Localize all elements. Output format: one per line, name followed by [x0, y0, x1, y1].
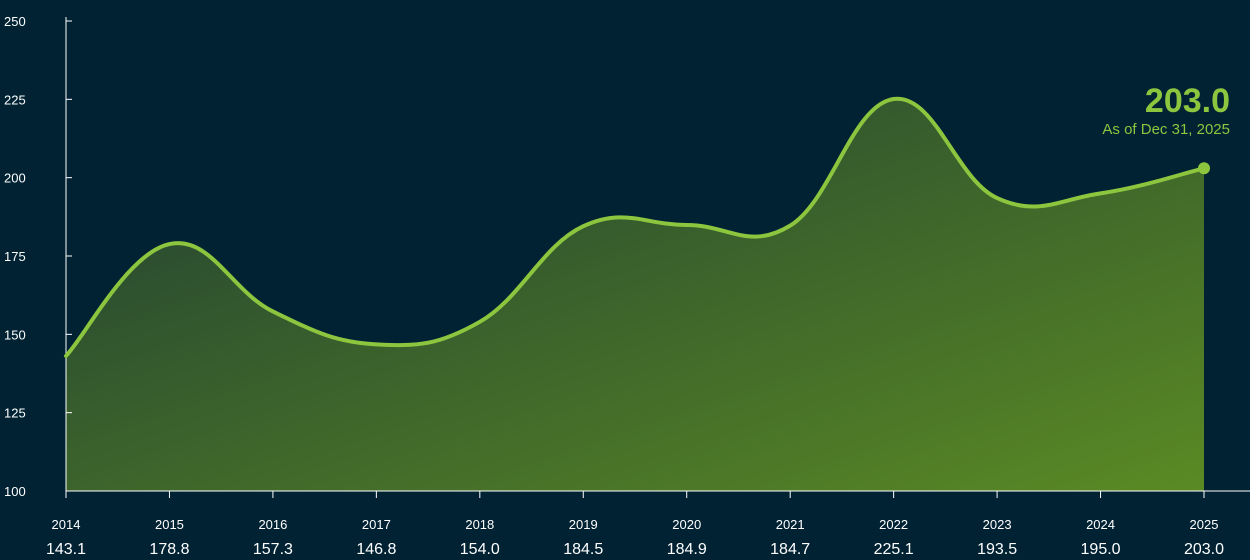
- data-value-label: 193.5: [977, 541, 1017, 558]
- data-value-label: 154.0: [460, 541, 500, 558]
- x-tick-label: 2014: [52, 517, 81, 532]
- data-value-label: 157.3: [253, 541, 293, 558]
- y-tick-label: 125: [4, 406, 26, 421]
- data-value-label: 146.8: [356, 541, 396, 558]
- x-tick-label: 2018: [465, 517, 494, 532]
- data-value-label: 143.1: [46, 541, 86, 558]
- x-tick-label: 2019: [569, 517, 598, 532]
- data-value-label: 184.7: [770, 541, 810, 558]
- x-tick-label: 2022: [879, 517, 908, 532]
- latest-value-callout: 203.0: [1145, 82, 1230, 120]
- x-tick-label: 2021: [776, 517, 805, 532]
- x-tick-label: 2016: [258, 517, 287, 532]
- y-tick-label: 225: [4, 92, 26, 107]
- data-value-label: 184.5: [563, 541, 603, 558]
- latest-point-marker: [1198, 162, 1210, 175]
- latest-value-date: As of Dec 31, 2025: [1102, 121, 1230, 138]
- x-tick-label: 2020: [672, 517, 701, 532]
- data-value-label: 225.1: [874, 541, 914, 558]
- area-fill: [66, 98, 1204, 492]
- data-value-label: 203.0: [1184, 541, 1224, 558]
- series-line: [64, 97, 1206, 358]
- y-tick-label: 200: [4, 171, 26, 186]
- y-tick-label: 150: [4, 327, 26, 342]
- x-tick-label: 2023: [983, 517, 1012, 532]
- data-value-label: 184.9: [667, 541, 707, 558]
- x-tick-label: 2015: [155, 517, 184, 532]
- y-tick-label: 100: [4, 484, 26, 499]
- y-tick-label: 175: [4, 249, 26, 264]
- data-value-label: 178.8: [149, 541, 189, 558]
- x-tick-label: 2024: [1086, 517, 1115, 532]
- data-value-label: 195.0: [1081, 541, 1121, 558]
- x-tick-label: 2025: [1190, 517, 1219, 532]
- x-tick-label: 2017: [362, 517, 391, 532]
- y-tick-label: 250: [4, 14, 26, 29]
